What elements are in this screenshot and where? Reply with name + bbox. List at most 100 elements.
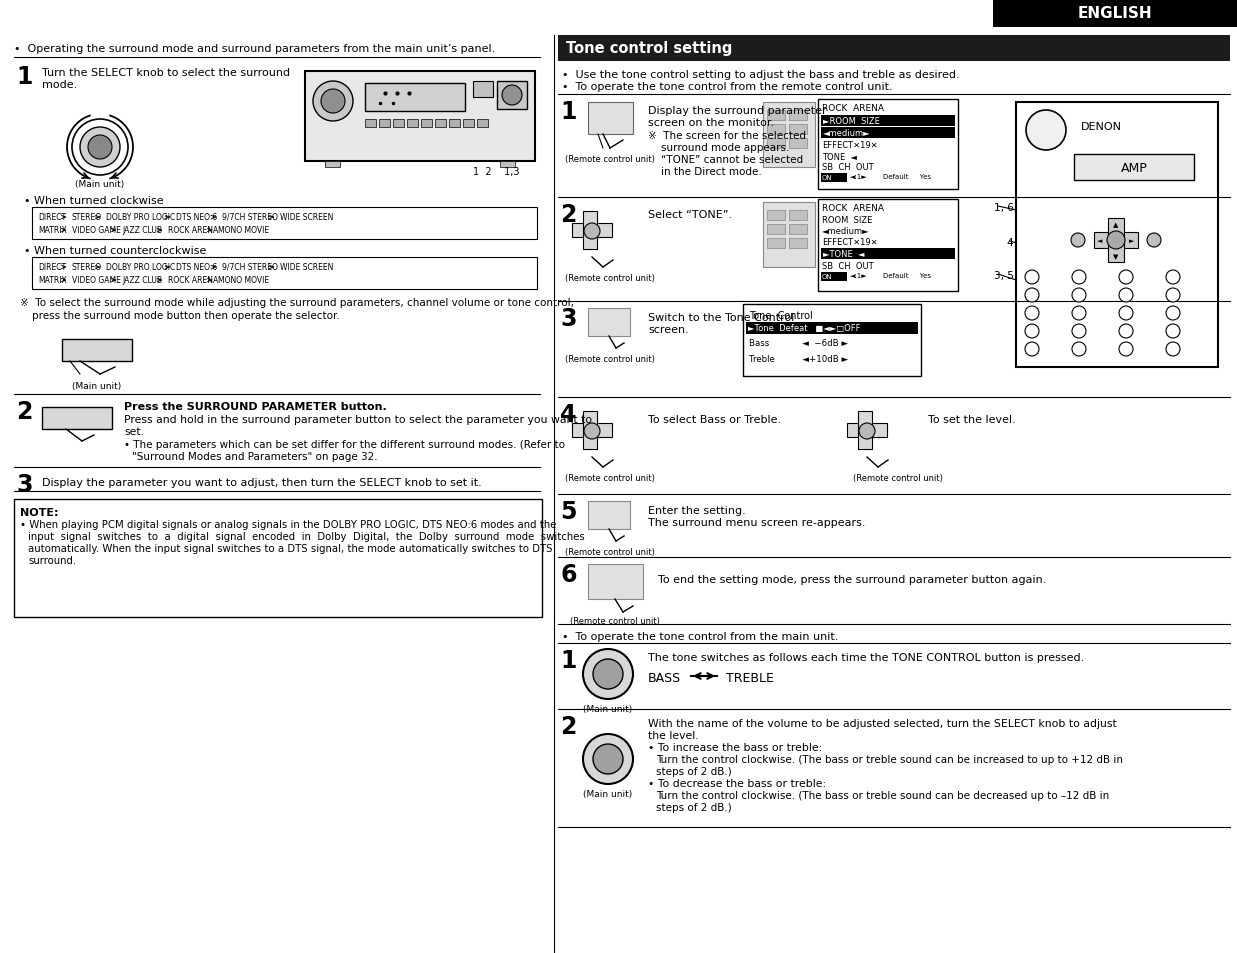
Bar [1094, 233, 1138, 249]
Text: ▼: ▼ [1113, 253, 1118, 260]
Bar [473, 82, 494, 98]
Text: press the surround mode button then operate the selector.: press the surround mode button then oper… [32, 311, 340, 320]
Bar [993, 0, 1237, 28]
Text: • To decrease the bass or treble:: • To decrease the bass or treble: [648, 779, 826, 788]
Text: ◄medium►: ◄medium► [823, 227, 870, 235]
Text: DIRECT: DIRECT [38, 263, 66, 272]
Text: ROCK ARENA: ROCK ARENA [168, 275, 218, 285]
Text: ON: ON [823, 174, 833, 181]
Bar [763, 103, 815, 168]
Bar [463, 120, 474, 128]
Text: Press and hold in the surround parameter button to select the parameter you want: Press and hold in the surround parameter… [124, 415, 593, 424]
Text: “TONE” cannot be selected: “TONE” cannot be selected [648, 154, 803, 165]
Bar [789, 225, 807, 234]
Circle shape [1072, 289, 1086, 303]
Bar [588, 103, 633, 135]
Circle shape [1166, 325, 1180, 338]
Text: To set the level.: To set the level. [928, 415, 1016, 424]
Text: ◄medium►: ◄medium► [823, 129, 871, 138]
Bar [558, 36, 1230, 62]
Circle shape [1119, 289, 1133, 303]
Text: DTS NEO:6: DTS NEO:6 [176, 263, 218, 272]
Bar [767, 211, 785, 221]
Circle shape [1119, 343, 1133, 356]
Circle shape [502, 86, 522, 106]
Bar [789, 125, 807, 135]
Text: •  Use the tone control setting to adjust the bass and treble as desired.: • Use the tone control setting to adjust… [562, 70, 960, 80]
Text: 5: 5 [560, 499, 576, 523]
Circle shape [1147, 233, 1162, 248]
Bar [500, 162, 515, 168]
Circle shape [858, 423, 875, 439]
Text: set.: set. [124, 427, 143, 436]
Bar [821, 273, 847, 282]
Text: ROCK  ARENA: ROCK ARENA [823, 204, 884, 213]
Text: BASS: BASS [648, 671, 682, 684]
Bar [571, 423, 612, 437]
Circle shape [1166, 307, 1180, 320]
Bar [767, 111, 785, 121]
Text: 4: 4 [560, 402, 576, 427]
Text: DOLBY PRO LOGIC: DOLBY PRO LOGIC [106, 263, 176, 272]
Text: (Remote control unit): (Remote control unit) [854, 474, 943, 482]
Text: MATRIX: MATRIX [38, 226, 67, 234]
Text: •  To operate the tone control from the remote control unit.: • To operate the tone control from the r… [562, 82, 893, 91]
Text: • When turned counterclockwise: • When turned counterclockwise [24, 246, 207, 255]
Text: (Remote control unit): (Remote control unit) [565, 355, 654, 364]
Text: 3: 3 [16, 473, 32, 497]
Circle shape [1025, 325, 1039, 338]
Text: (Main unit): (Main unit) [584, 704, 632, 713]
Bar [393, 120, 404, 128]
Text: ►TONE  ◄: ►TONE ◄ [823, 250, 865, 258]
Bar [583, 212, 597, 250]
Text: screen.: screen. [648, 325, 689, 335]
Text: mode.: mode. [42, 80, 77, 90]
Bar [1074, 154, 1194, 181]
Text: STEREO: STEREO [72, 213, 103, 222]
Bar [497, 82, 527, 110]
Bar [767, 225, 785, 234]
Text: 2: 2 [560, 714, 576, 739]
Bar [789, 211, 807, 221]
Circle shape [1072, 271, 1086, 285]
Text: MONO MOVIE: MONO MOVIE [218, 275, 270, 285]
Text: (Remote control unit): (Remote control unit) [565, 474, 654, 482]
Text: Display the surround parameter: Display the surround parameter [648, 106, 826, 116]
Bar [858, 412, 872, 450]
Text: Turn the SELECT knob to select the surround: Turn the SELECT knob to select the surro… [42, 68, 291, 78]
Circle shape [88, 136, 113, 160]
Text: ※  The screen for the selected: ※ The screen for the selected [648, 131, 807, 141]
Text: To end the setting mode, press the surround parameter button again.: To end the setting mode, press the surro… [658, 575, 1047, 584]
Text: ◄:1►: ◄:1► [850, 173, 867, 180]
Text: automatically. When the input signal switches to a DTS signal, the mode automati: automatically. When the input signal swi… [28, 543, 553, 554]
Bar [42, 408, 113, 430]
Bar [789, 139, 807, 149]
Bar [789, 239, 807, 249]
Text: the level.: the level. [648, 730, 699, 740]
Bar [767, 125, 785, 135]
Circle shape [1072, 343, 1086, 356]
Text: 1: 1 [16, 65, 32, 89]
Text: 1: 1 [560, 100, 576, 124]
Text: Tone  Control: Tone Control [748, 311, 813, 320]
Text: • The parameters which can be set differ for the different surround modes. (Refe: • The parameters which can be set differ… [124, 439, 565, 450]
Text: Default     Yes: Default Yes [883, 173, 931, 180]
Text: DTS NEO:6: DTS NEO:6 [176, 213, 218, 222]
Text: •  Operating the surround mode and surround parameters from the main unit’s pane: • Operating the surround mode and surrou… [14, 44, 495, 54]
Bar [789, 111, 807, 121]
Circle shape [80, 128, 120, 168]
Text: (Main unit): (Main unit) [584, 789, 632, 799]
Text: DIRECT: DIRECT [38, 213, 66, 222]
Text: TONE  ◄: TONE ◄ [823, 152, 857, 162]
Text: 3: 3 [560, 307, 576, 331]
Text: surround mode appears.: surround mode appears. [648, 143, 789, 152]
Text: WIDE SCREEN: WIDE SCREEN [280, 213, 334, 222]
Text: ►: ► [1129, 237, 1134, 244]
Text: 3, 5: 3, 5 [995, 271, 1014, 281]
Bar [767, 239, 785, 249]
Circle shape [1119, 325, 1133, 338]
Bar [746, 323, 918, 335]
Circle shape [1072, 307, 1086, 320]
Text: (Remote control unit): (Remote control unit) [565, 154, 654, 164]
Text: • When playing PCM digital signals or analog signals in the DOLBY PRO LOGIC, DTS: • When playing PCM digital signals or an… [20, 519, 557, 530]
